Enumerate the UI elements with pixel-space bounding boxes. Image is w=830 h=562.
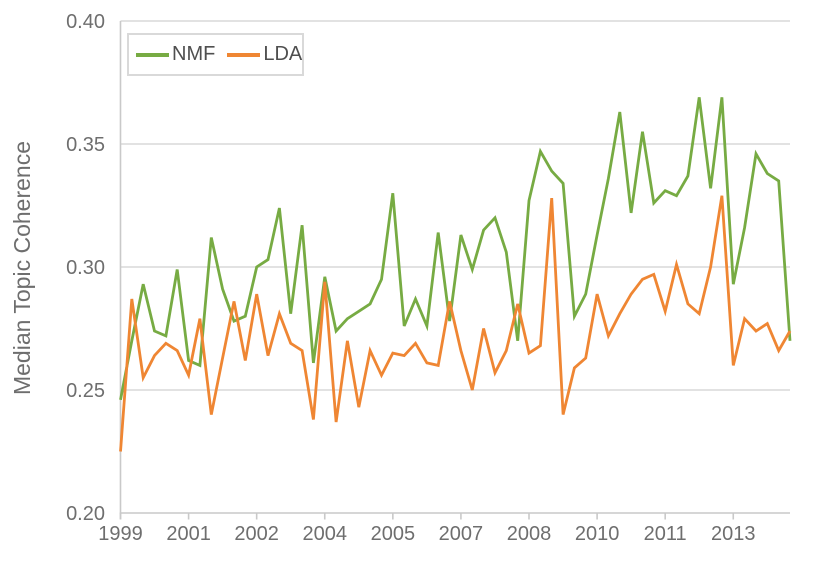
series-line-lda (119, 195, 792, 452)
x-tick-label-2005: 2005 (371, 523, 416, 545)
x-tick-label-2002: 2002 (234, 523, 279, 545)
x-tick-label-2013: 2013 (711, 523, 756, 545)
x-tick-label-1999: 1999 (98, 523, 143, 545)
x-tick-label-2004: 2004 (303, 523, 348, 545)
y-tick-label-0.35: 0.35 (66, 134, 105, 156)
y-tick-label-0.20: 0.20 (66, 503, 105, 525)
legend-item-lda: LDA (227, 43, 314, 66)
x-tick-label-2001: 2001 (166, 523, 211, 545)
legend: NMF LDA (127, 33, 304, 76)
x-tick-label-2010: 2010 (575, 523, 620, 545)
y-tick-label-0.25: 0.25 (66, 380, 105, 402)
x-tick-label-2008: 2008 (507, 523, 552, 545)
series-line-nmf (119, 97, 792, 401)
y-tick-label-0.40: 0.40 (66, 11, 105, 33)
lda-line-swatch (227, 52, 261, 57)
nmf-line-swatch (136, 52, 169, 57)
y-tick-label-0.30: 0.30 (66, 257, 105, 279)
x-tick-label-2011: 2011 (644, 523, 687, 545)
legend-label-nmf: NMF (172, 43, 216, 65)
y-axis-title: Median Topic Coherence (9, 141, 35, 396)
x-tick-label-2007: 2007 (439, 523, 484, 545)
legend-label-lda: LDA (263, 43, 303, 65)
legend-item-nmf: NMF (136, 43, 227, 66)
